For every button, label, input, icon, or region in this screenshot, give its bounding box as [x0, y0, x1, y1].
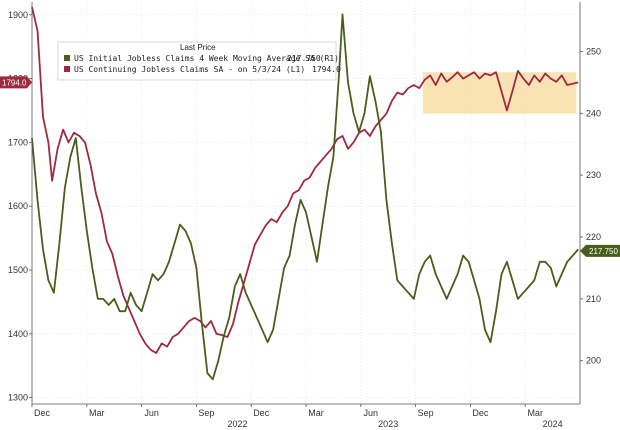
- x-year-label: 2023: [378, 419, 398, 429]
- x-month-label: Dec: [253, 408, 270, 418]
- legend-title: Last Price: [180, 43, 216, 52]
- right-tick-label: 220: [586, 232, 601, 242]
- right-tick-label: 250: [586, 46, 601, 56]
- x-month-label: Mar: [89, 408, 105, 418]
- left-tag-shape: [0, 76, 32, 89]
- right-tick-label: 200: [586, 356, 601, 366]
- legend-label-initial-claims: US Initial Jobless Claims 4 Week Moving …: [74, 54, 339, 63]
- x-month-label: Jun: [364, 408, 379, 418]
- legend-value-initial-claims: 217.750: [287, 54, 321, 63]
- x-year-label: 2024: [543, 419, 563, 429]
- left-tick-label: 1400: [8, 329, 28, 339]
- x-axis: Dec Mar Jun Sep Dec Mar Jun Sep Dec Mar 2022 2023 20…: [31, 403, 580, 429]
- legend: Last Price US Initial Jobless Claims 4 W…: [57, 41, 341, 81]
- x-month-label: Sep: [198, 408, 214, 418]
- x-month-label: Dec: [34, 408, 51, 418]
- legend-value-continuing-claims: 1794.0: [312, 65, 341, 74]
- left-tick-label: 1500: [8, 265, 28, 275]
- left-tick-label: 1300: [8, 393, 28, 403]
- left-tick-label: 1600: [8, 201, 28, 211]
- continuing-claims-line: [31, 6, 579, 354]
- x-month-label: Mar: [527, 408, 543, 418]
- left-tick-label: 1900: [8, 10, 28, 20]
- right-tick-label: 210: [586, 294, 601, 304]
- legend-label-continuing-claims: US Continuing Jobless Claims SA - on 5/3…: [74, 65, 305, 74]
- legend-box: [57, 41, 337, 81]
- legend-swatch-initial-claims: [64, 55, 70, 61]
- x-month-label: Mar: [308, 408, 324, 418]
- right-tag-shape: [580, 244, 620, 257]
- right-tick-label: 240: [586, 108, 601, 118]
- left-last-value-tag: 1794.0: [0, 76, 32, 89]
- left-tag-text: 1794.0: [2, 78, 27, 87]
- x-month-label: Dec: [472, 408, 489, 418]
- right-tag-text: 217.750: [589, 247, 618, 256]
- right-tick-label: 230: [586, 170, 601, 180]
- x-month-label: Sep: [418, 408, 434, 418]
- x-month-label: Jun: [144, 408, 159, 418]
- initial-claims-line: [31, 13, 579, 381]
- right-last-value-tag: 217.750: [580, 244, 620, 257]
- left-tick-label: 1700: [8, 137, 28, 147]
- highlight-band: [422, 72, 577, 114]
- right-axis: 200 210 220 230 240 250: [579, 2, 601, 404]
- x-year-label: 2022: [227, 419, 247, 429]
- series-layer: [31, 6, 579, 381]
- legend-swatch-continuing-claims: [64, 66, 70, 72]
